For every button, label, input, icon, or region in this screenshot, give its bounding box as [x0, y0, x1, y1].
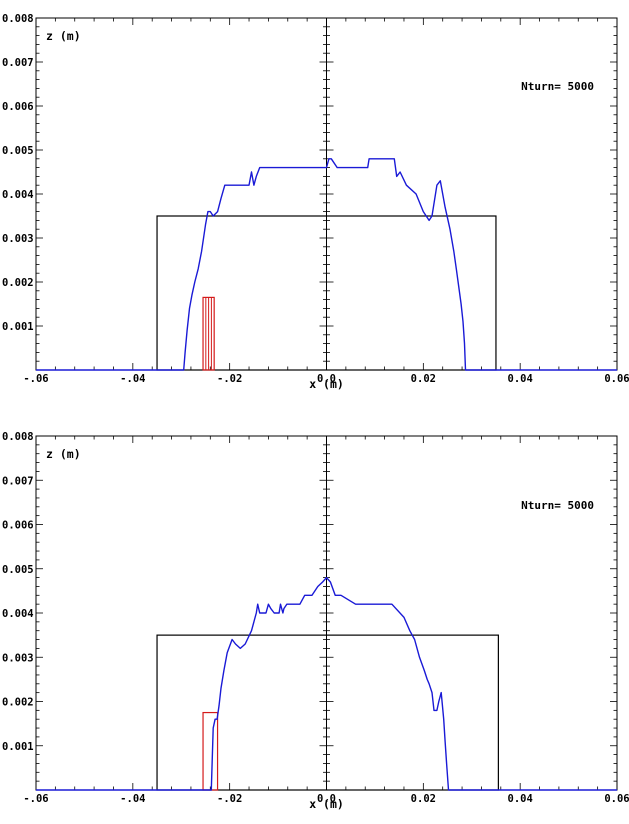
- y-tick-label: 0.001: [2, 321, 34, 333]
- y-tick-label: 0.004: [2, 608, 34, 620]
- x-tick-label: 0.04: [508, 373, 533, 385]
- y-tick-label: 0.008: [2, 13, 34, 25]
- y-tick-label: 0.005: [2, 145, 34, 157]
- nturn-annotation: Nturn= 5000: [521, 499, 594, 512]
- collimator-box: [202, 711, 219, 791]
- y-tick-label: 0.007: [2, 57, 34, 69]
- x-tick-label: 0.04: [508, 793, 533, 805]
- x-axis-label: x (m): [309, 797, 344, 811]
- y-tick-label: 0.006: [2, 101, 34, 113]
- aperture-box: [156, 634, 499, 791]
- series-line-1: [36, 158, 617, 371]
- y-tick-label: 0.003: [2, 652, 34, 664]
- y-axis-label: z (m): [46, 29, 81, 43]
- y-tick-label: 0.001: [2, 741, 34, 753]
- y-tick-label: 0.003: [2, 233, 34, 245]
- x-tick-label: -.04: [120, 793, 145, 805]
- x-tick-label: -.02: [217, 793, 242, 805]
- x-tick-label: 0.06: [604, 373, 629, 385]
- y-tick-label: 0.007: [2, 475, 34, 487]
- y-tick-label: 0.006: [2, 520, 34, 532]
- x-tick-label: 0.0: [317, 793, 336, 805]
- panel-1: 0.001 0.002 0.003 0.004 0.005 0.006 0.007 0.008…: [2, 13, 629, 391]
- x-tick-label: 0.02: [411, 373, 436, 385]
- x-tick-label: -.06: [23, 373, 48, 385]
- x-axis-label: x (m): [309, 377, 344, 391]
- y-tick-label: 0.005: [2, 564, 34, 576]
- x-tick-label: -.06: [23, 793, 48, 805]
- series-line-1: [36, 576, 617, 791]
- aperture-box: [156, 215, 497, 371]
- panel-2: 0.001 0.002 0.003 0.004 0.005 0.006 0.007 0.008…: [2, 431, 629, 811]
- y-tick-label: 0.004: [2, 189, 34, 201]
- x-tick-label: 0.0: [317, 373, 336, 385]
- x-tick-label: -.04: [120, 373, 145, 385]
- y-tick-label: 0.008: [2, 431, 34, 443]
- y-tick-label: 0.002: [2, 697, 34, 709]
- y-axis-label: z (m): [46, 447, 81, 461]
- x-tick-label: -.02: [217, 373, 242, 385]
- nturn-annotation: Nturn= 5000: [521, 80, 594, 93]
- y-tick-label: 0.002: [2, 277, 34, 289]
- x-tick-label: 0.02: [411, 793, 436, 805]
- x-tick-label: 0.06: [604, 793, 629, 805]
